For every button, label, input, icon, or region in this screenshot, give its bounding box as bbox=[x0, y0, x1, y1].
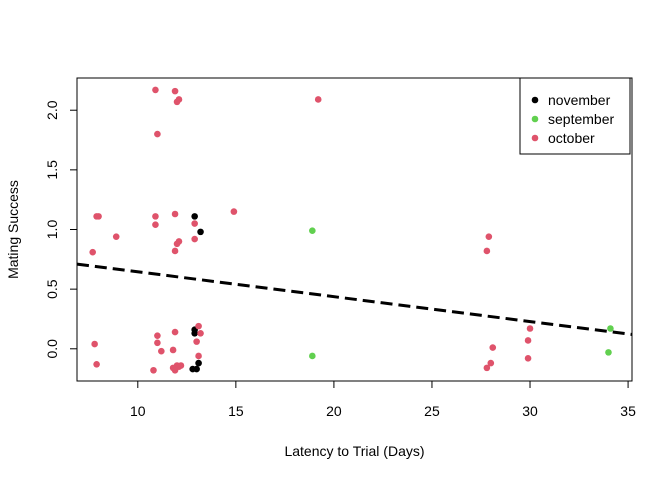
data-point-october bbox=[485, 233, 493, 240]
data-point-october bbox=[524, 337, 532, 344]
data-point-october bbox=[191, 235, 198, 243]
series-september bbox=[309, 227, 614, 360]
x-tick-label: 20 bbox=[326, 403, 342, 419]
data-points bbox=[89, 86, 614, 374]
data-point-november bbox=[191, 329, 198, 337]
series-november bbox=[189, 213, 204, 373]
data-point-october bbox=[171, 210, 179, 218]
data-point-october bbox=[171, 328, 179, 336]
data-point-september bbox=[607, 325, 614, 332]
x-tick-label: 30 bbox=[522, 403, 538, 419]
y-tick-label: 0.0 bbox=[44, 339, 60, 359]
trend-line-layer bbox=[76, 262, 633, 336]
data-point-october bbox=[154, 339, 161, 347]
axes: 10 15 20 25 30 35 0.0 0.5 1.0 1.5 2.0 bbox=[44, 100, 636, 419]
data-point-october bbox=[230, 208, 238, 215]
data-point-october bbox=[152, 221, 159, 229]
data-point-october bbox=[171, 87, 179, 95]
legend-marker-september bbox=[531, 115, 539, 123]
data-point-september bbox=[309, 352, 316, 360]
data-point-october bbox=[171, 366, 179, 374]
data-point-october bbox=[483, 247, 491, 255]
y-tick-label: 2.0 bbox=[44, 100, 60, 120]
data-point-september bbox=[605, 349, 612, 356]
data-point-october bbox=[483, 364, 491, 372]
x-tick-label: 10 bbox=[130, 403, 146, 419]
data-point-october bbox=[173, 98, 181, 106]
data-point-october bbox=[169, 346, 177, 354]
y-tick-label: 0.5 bbox=[44, 279, 60, 299]
data-point-october bbox=[193, 338, 200, 345]
data-point-october bbox=[91, 340, 98, 348]
legend-label-november: november bbox=[548, 92, 611, 108]
data-point-november bbox=[197, 228, 204, 236]
y-axis-title: Mating Success bbox=[5, 180, 21, 279]
data-point-october bbox=[195, 322, 202, 330]
data-point-october bbox=[314, 96, 322, 103]
data-point-october bbox=[150, 366, 157, 374]
x-tick-label: 35 bbox=[620, 403, 636, 419]
data-point-october bbox=[152, 86, 159, 94]
legend-marker-november bbox=[531, 96, 539, 104]
data-point-october bbox=[524, 355, 532, 362]
data-point-november bbox=[191, 213, 198, 220]
legend-label-september: september bbox=[548, 111, 614, 127]
data-point-november bbox=[193, 365, 200, 373]
data-point-november bbox=[195, 359, 202, 367]
x-tick-label: 25 bbox=[424, 403, 440, 419]
data-point-october bbox=[154, 130, 161, 138]
data-point-october bbox=[195, 352, 202, 360]
data-point-october bbox=[191, 220, 198, 227]
data-point-october bbox=[177, 362, 185, 369]
data-point-october bbox=[526, 325, 534, 332]
data-point-october bbox=[487, 359, 495, 367]
data-point-october bbox=[154, 332, 161, 339]
y-tick-label: 1.0 bbox=[44, 220, 60, 240]
data-point-september bbox=[309, 227, 316, 234]
data-point-october bbox=[489, 344, 497, 351]
legend-marker-october bbox=[531, 134, 539, 142]
data-point-october bbox=[93, 360, 100, 368]
series-october bbox=[89, 86, 534, 374]
x-axis-title: Latency to Trial (Days) bbox=[284, 443, 424, 459]
data-point-october bbox=[197, 329, 204, 337]
legend-box bbox=[519, 77, 631, 155]
legend: november september october bbox=[519, 77, 631, 155]
trend-line bbox=[76, 262, 633, 336]
data-point-october bbox=[89, 248, 96, 256]
data-point-october bbox=[171, 247, 179, 255]
y-tick-label: 1.5 bbox=[44, 160, 60, 180]
data-point-october bbox=[158, 347, 165, 355]
x-tick-label: 15 bbox=[228, 403, 244, 419]
legend-label-october: october bbox=[548, 130, 595, 146]
data-point-october bbox=[112, 233, 120, 240]
data-point-october bbox=[95, 213, 102, 220]
data-point-october bbox=[173, 240, 181, 248]
data-point-october bbox=[152, 213, 159, 220]
